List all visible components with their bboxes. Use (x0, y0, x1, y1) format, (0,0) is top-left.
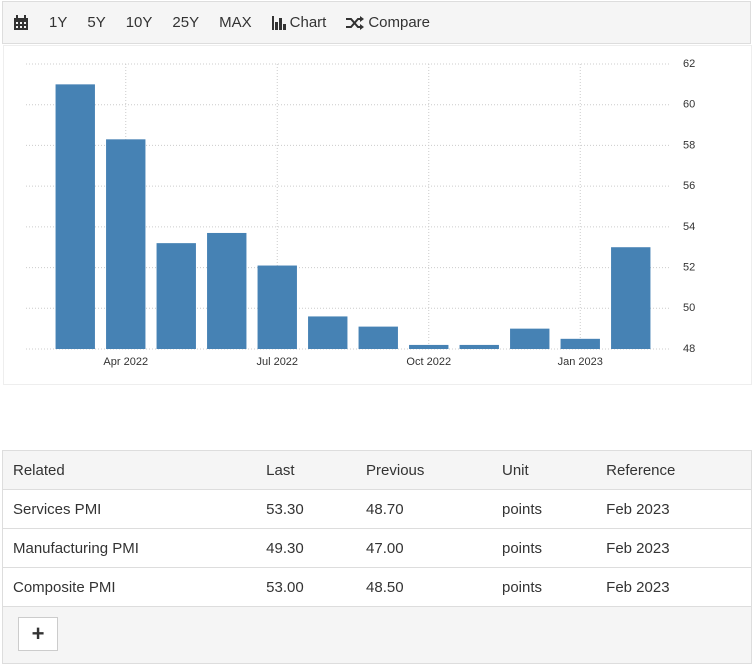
bar (611, 247, 651, 349)
y-tick-label: 48 (683, 343, 695, 355)
range-button[interactable]: 10Y (125, 14, 153, 31)
bar (156, 243, 196, 349)
chart: 48 50 52 54 56 58 60 62 Apr 2022 Jul 2022 Oct 2022… (26, 58, 695, 368)
column-header: Reference (596, 451, 751, 490)
bar (207, 232, 247, 349)
x-tick-label: Jul 2022 (256, 356, 298, 368)
table-cell: 53.00 (256, 567, 357, 607)
add-button[interactable]: + (18, 617, 58, 651)
table-cell: Feb 2023 (596, 489, 751, 529)
y-tick-label: 50 (683, 302, 695, 314)
column-header: Unit (491, 451, 597, 490)
table-row: Composite PMI 53.00 48.50 points Feb 2023 (3, 567, 751, 607)
bar (560, 338, 600, 349)
chart-label: Chart (289, 14, 327, 31)
table-cell: points (491, 528, 597, 568)
table-cell: Manufacturing PMI (3, 528, 257, 568)
table-row: Manufacturing PMI 49.30 47.00 points Feb 202… (3, 528, 751, 568)
y-tick-label: 60 (683, 99, 695, 111)
table-cell: points (491, 489, 597, 529)
chart-container: 48 50 52 54 56 58 60 62 Apr 2022 Jul 2022 Oct 2022… (3, 45, 752, 385)
header-row: Related Last Previous Unit Reference (3, 451, 751, 490)
table-cell: 49.30 (256, 528, 357, 568)
bar (308, 316, 348, 349)
compare-button[interactable]: Compare (346, 14, 430, 31)
calendar-icon[interactable] (13, 14, 29, 31)
x-tick-label: Apr 2022 (103, 356, 148, 368)
table-cell: 47.00 (356, 528, 492, 568)
table-cell: points (491, 567, 597, 607)
y-tick-label: 56 (683, 180, 695, 192)
range-button[interactable]: 25Y (172, 14, 200, 31)
range-button[interactable]: 1Y (49, 14, 68, 31)
column-header: Related (3, 451, 257, 490)
bar (459, 344, 499, 349)
table-footer: + (3, 607, 751, 663)
chart-button[interactable]: Chart (271, 14, 327, 31)
bar (409, 344, 449, 349)
table-cell: 48.50 (356, 567, 492, 607)
table-cell: Services PMI (3, 489, 257, 529)
compare-label: Compare (368, 14, 431, 31)
range-button[interactable]: 5Y (87, 14, 106, 31)
table-row: Services PMI 53.30 48.70 points Feb 2023 (3, 489, 751, 529)
bar (55, 84, 95, 349)
y-tick-label: 54 (683, 221, 695, 233)
table-cell: Feb 2023 (596, 567, 751, 607)
bar (358, 326, 398, 349)
y-tick-label: 62 (683, 58, 695, 70)
table-cell: Composite PMI (3, 567, 257, 607)
toolbar: 1Y 5Y 10Y 25Y MAX Chart Compare (2, 1, 751, 44)
bar (257, 265, 297, 349)
x-tick-label: Oct 2022 (406, 356, 451, 368)
table-cell: Feb 2023 (596, 528, 751, 568)
chart-icon (271, 15, 286, 30)
bar (510, 328, 550, 349)
table: Related Last Previous Unit Reference Services… (3, 451, 751, 607)
table-cell: 53.30 (256, 489, 357, 529)
range-button[interactable]: MAX (219, 14, 252, 31)
y-tick-label: 58 (683, 139, 695, 151)
column-header: Previous (356, 451, 492, 490)
table-cell: 48.70 (356, 489, 492, 529)
bar (106, 139, 146, 349)
y-tick-label: 52 (683, 261, 695, 273)
column-header: Last (256, 451, 357, 490)
compare-icon (346, 15, 365, 30)
x-tick-label: Jan 2023 (558, 356, 603, 368)
related-table: Related Last Previous Unit Reference Services… (2, 450, 752, 664)
